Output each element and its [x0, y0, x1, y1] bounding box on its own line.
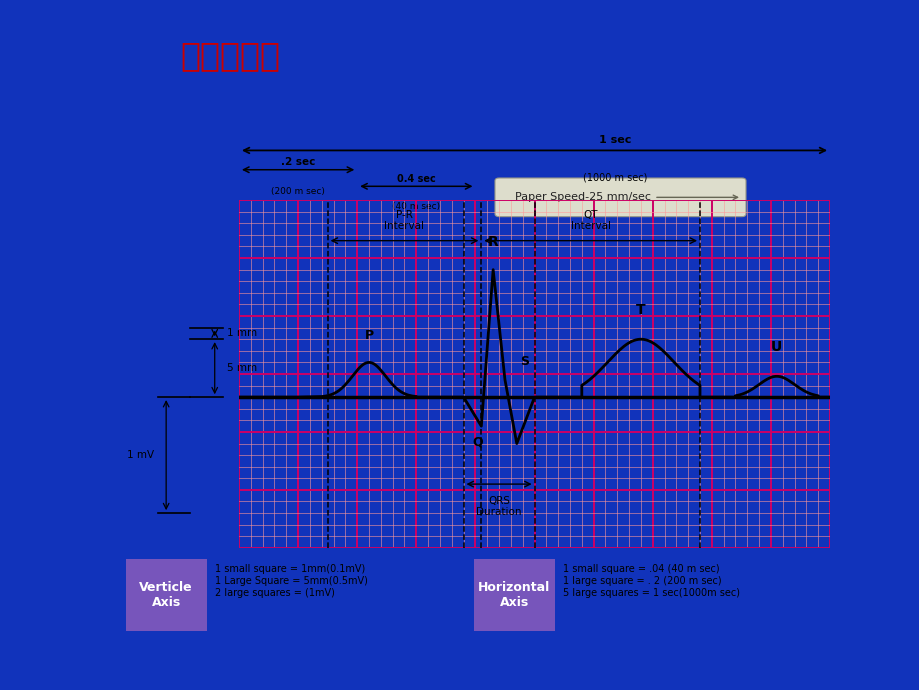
Text: 心电图测量: 心电图测量: [180, 39, 279, 72]
Text: Q: Q: [472, 436, 482, 449]
Text: (1000 m sec): (1000 m sec): [583, 172, 647, 182]
Text: S: S: [520, 355, 529, 368]
Text: .2 sec: .2 sec: [280, 157, 315, 167]
Text: 1 sec: 1 sec: [598, 135, 631, 145]
Text: P: P: [364, 329, 373, 342]
Text: QT
Interval: QT Interval: [570, 210, 610, 231]
FancyBboxPatch shape: [494, 178, 745, 217]
FancyBboxPatch shape: [126, 559, 207, 631]
Text: 1 small square = 1mm(0.1mV)
1 Large Square = 5mm(0.5mV)
2 large squares = (1mV): 1 small square = 1mm(0.1mV) 1 Large Squa…: [214, 564, 368, 598]
Text: Verticle
Axis: Verticle Axis: [139, 581, 193, 609]
Text: 1 mV: 1 mV: [127, 450, 153, 460]
Text: 1 mm: 1 mm: [227, 328, 256, 338]
Text: Horizontal
Axis: Horizontal Axis: [478, 581, 550, 609]
Text: (200 m sec): (200 m sec): [271, 188, 324, 197]
Text: P-R
Interval: P-R Interval: [384, 210, 424, 231]
FancyBboxPatch shape: [473, 559, 554, 631]
Text: 0.4 sec: 0.4 sec: [396, 174, 436, 184]
Text: U: U: [770, 339, 781, 354]
Text: 1 small square = .04 (40 m sec)
1 large square = . 2 (200 m sec)
5 large squares: 1 small square = .04 (40 m sec) 1 large …: [562, 564, 739, 598]
Text: (40 m sec): (40 m sec): [391, 201, 440, 210]
Text: R: R: [487, 235, 498, 250]
Text: Paper Speed-25 mm/sec: Paper Speed-25 mm/sec: [515, 193, 737, 202]
Text: 5 mm: 5 mm: [227, 363, 256, 373]
Text: QRS
Duration: QRS Duration: [476, 495, 521, 518]
Text: T: T: [635, 303, 645, 317]
